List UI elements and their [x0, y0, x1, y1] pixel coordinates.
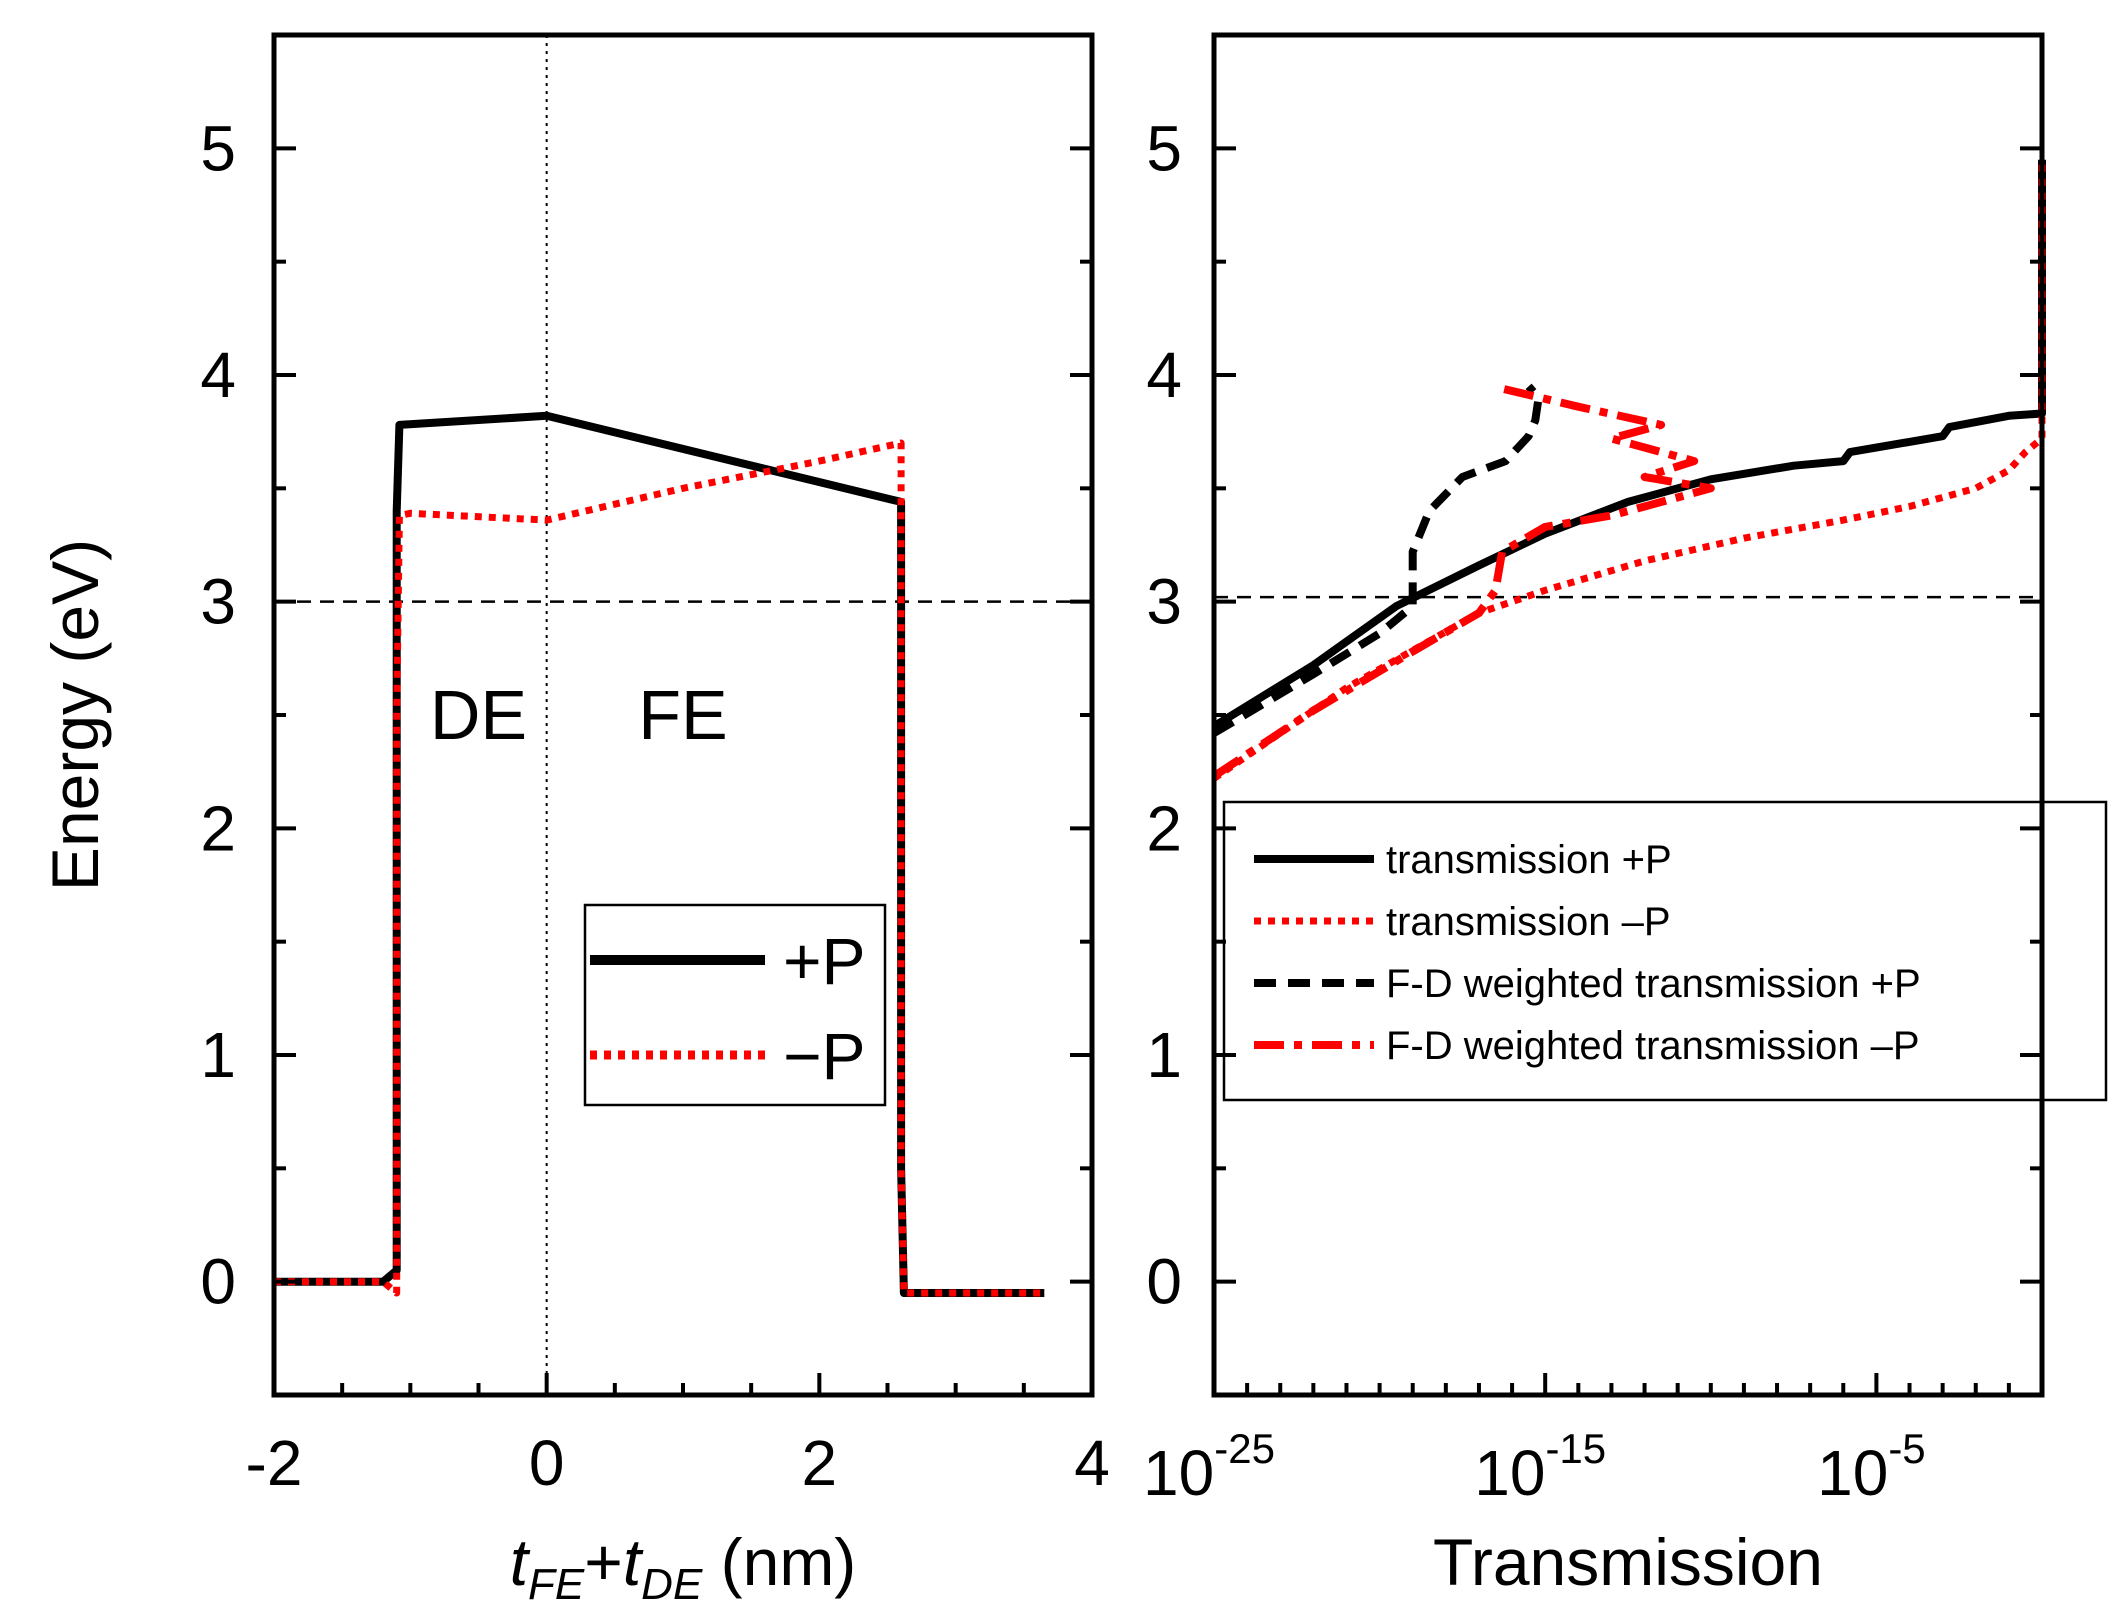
x-title-plus: + — [584, 1525, 623, 1599]
left-x-tick-label: 2 — [802, 1427, 838, 1499]
right-legend-box — [1222, 800, 2108, 1102]
right-panel: transmission +P transmission –P F-D weight… — [1143, 32, 2108, 1599]
right-legend-label: transmission –P — [1386, 900, 1671, 944]
x-title-unit: (nm) — [702, 1525, 856, 1599]
left-y-tick-label: 2 — [200, 792, 236, 864]
left-legend-label: −P — [783, 1019, 866, 1093]
right-x-axis-title: Transmission — [1433, 1525, 1823, 1599]
left-series-minus-p — [274, 439, 1045, 1297]
right-series-fd-weighted-minus-p — [1211, 384, 1715, 780]
left-legend-label: +P — [783, 924, 866, 998]
x-title-sub1: FE — [528, 1560, 585, 1609]
right-y-tick-label: 5 — [1146, 112, 1182, 184]
left-x-tick-label: -2 — [246, 1427, 303, 1499]
right-legend: transmission +P transmission –P F-D weight… — [1222, 800, 2108, 1102]
x-title-sub2: DE — [641, 1560, 703, 1609]
annotation-de: DE — [430, 676, 527, 754]
left-y-tick-label: 3 — [200, 566, 236, 638]
x-title-t2: t — [623, 1525, 644, 1599]
right-x-tick-label: 10-15 — [1474, 1425, 1606, 1509]
left-legend-box — [583, 903, 887, 1107]
right-x-tick-label: 10-5 — [1817, 1425, 1926, 1509]
left-x-axis-title: tFE+tDE (nm) — [510, 1525, 857, 1609]
right-y-tick-label: 3 — [1146, 566, 1182, 638]
right-y-tick-label: 2 — [1146, 792, 1182, 864]
left-x-tick-label: 4 — [1074, 1427, 1110, 1499]
right-series-fd-weighted-plus-p — [1211, 383, 1543, 737]
left-y-tick-label: 5 — [200, 112, 236, 184]
right-legend-label: F-D weighted transmission +P — [1386, 962, 1921, 1006]
left-y-tick-label: 1 — [200, 1019, 236, 1091]
right-y-tick-label: 1 — [1146, 1019, 1182, 1091]
right-series-transmission-plus-p — [1211, 159, 2046, 730]
left-x-tick-label: 0 — [529, 1427, 565, 1499]
right-y-tick-label: 4 — [1146, 339, 1182, 411]
right-y-tick-label: 0 — [1146, 1246, 1182, 1318]
y-axis-title: Energy (eV) — [38, 539, 112, 891]
left-y-tick-label: 0 — [200, 1246, 236, 1318]
left-legend: +P −P — [583, 903, 887, 1107]
right-legend-label: transmission +P — [1386, 838, 1672, 882]
right-legend-label: F-D weighted transmission –P — [1386, 1024, 1920, 1068]
x-title-t1: t — [510, 1525, 531, 1599]
left-y-tick-label: 4 — [200, 339, 236, 411]
annotation-fe: FE — [638, 676, 727, 754]
right-x-tick-label: 10-25 — [1143, 1425, 1275, 1509]
